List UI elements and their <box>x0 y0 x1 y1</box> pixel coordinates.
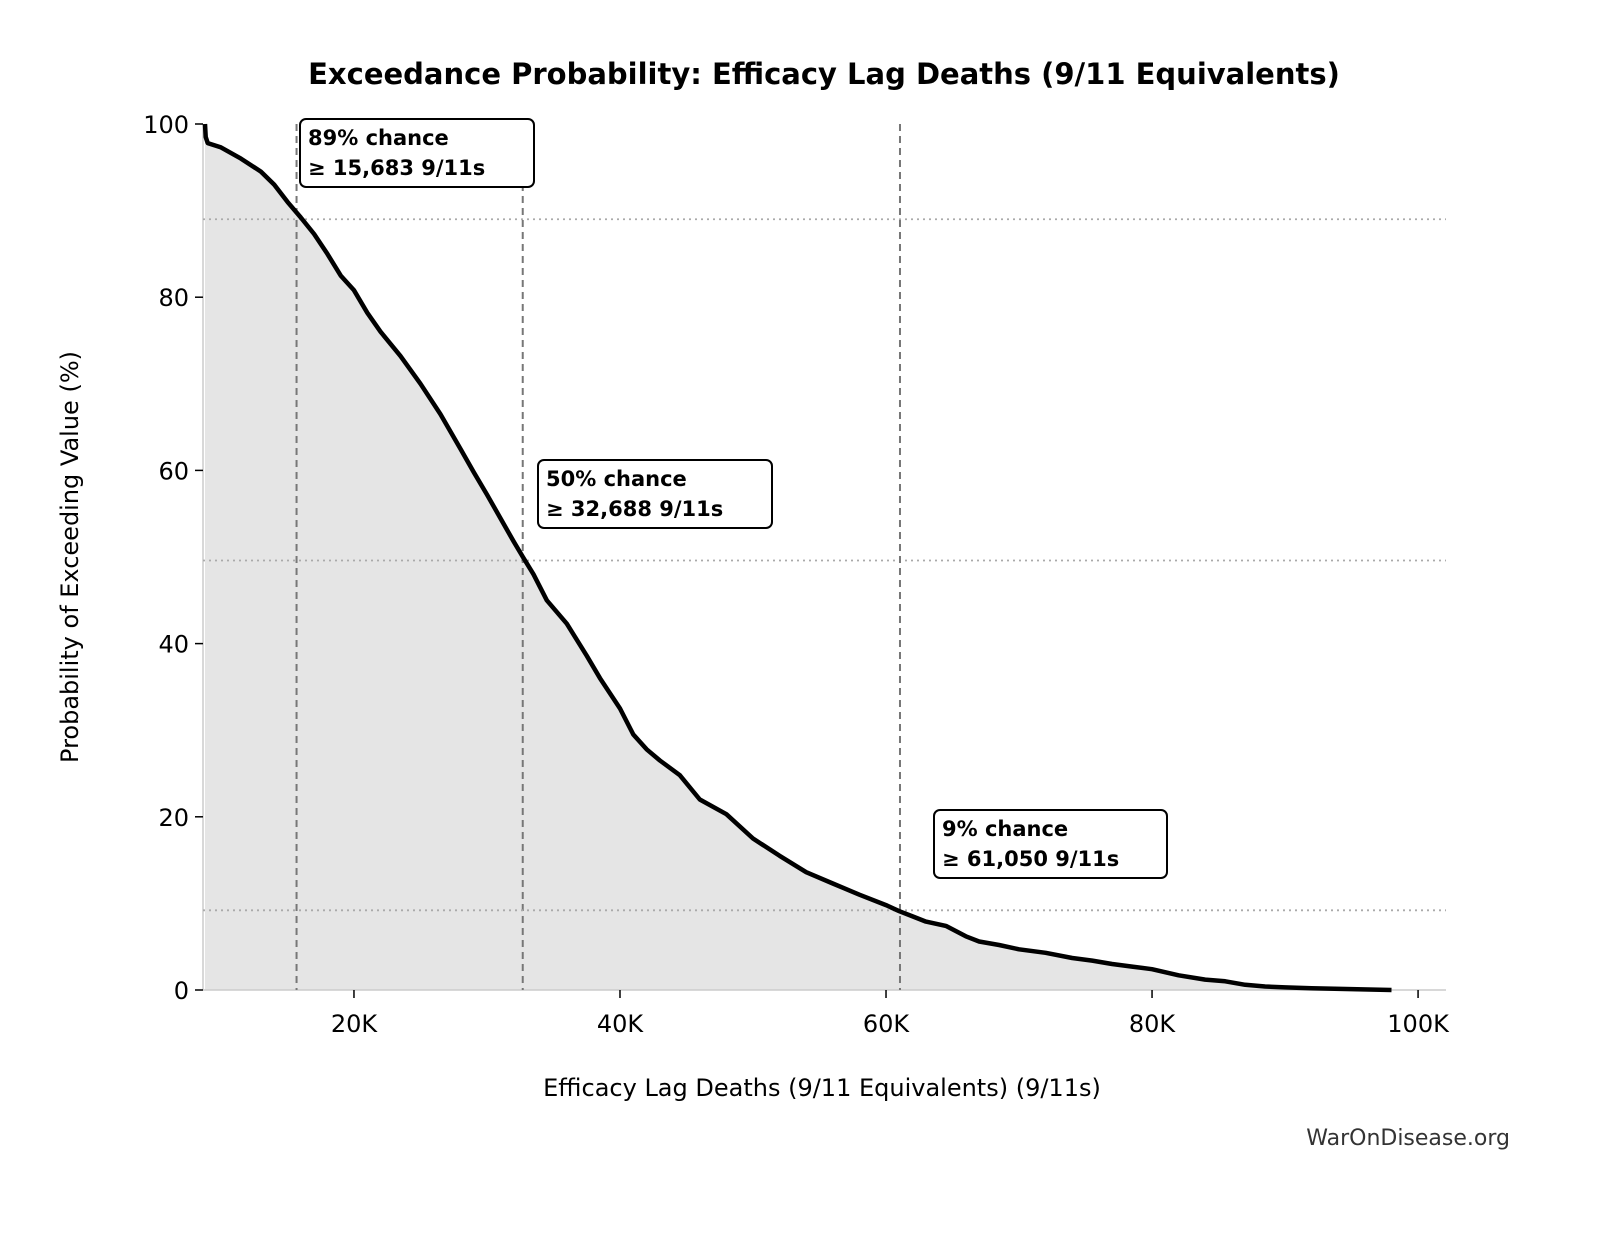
chart-title: Exceedance Probability: Efficacy Lag Dea… <box>308 57 1340 91</box>
y-tick-label: 80 <box>158 284 189 312</box>
annotation-box: 9% chance ≥ 61,050 9/11s <box>933 809 1168 879</box>
annotation-box: 50% chance ≥ 32,688 9/11s <box>537 459 773 529</box>
y-tick-label: 60 <box>158 457 189 485</box>
x-tick-label: 20K <box>331 1010 379 1038</box>
area-fill <box>204 124 1392 990</box>
annotation-line2: ≥ 32,688 9/11s <box>546 497 723 521</box>
x-tick-label: 40K <box>597 1010 645 1038</box>
annotation-frame <box>299 118 535 188</box>
annotation-box: 89% chance ≥ 15,683 9/11s <box>299 118 535 188</box>
y-tick-label: 0 <box>174 977 189 1005</box>
annotation-frame <box>933 809 1168 879</box>
annotation-line2: ≥ 15,683 9/11s <box>308 156 485 180</box>
y-axis-label: Probability of Exceeding Value (%) <box>56 351 84 763</box>
x-axis-label: Efficacy Lag Deaths (9/11 Equivalents) (… <box>543 1074 1101 1102</box>
annotation-line1: 50% chance <box>546 467 687 491</box>
y-tick-label: 20 <box>158 804 189 832</box>
y-tick-label: 100 <box>143 111 189 139</box>
annotation-line2: ≥ 61,050 9/11s <box>942 847 1119 871</box>
watermark: WarOnDisease.org <box>1306 1126 1510 1151</box>
x-tick-label: 80K <box>1129 1010 1177 1038</box>
x-tick-label: 60K <box>863 1010 911 1038</box>
annotation-line1: 89% chance <box>308 126 449 150</box>
y-tick-label: 40 <box>158 631 189 659</box>
annotation-line1: 9% chance <box>942 817 1068 841</box>
x-tick-label: 100K <box>1387 1010 1450 1038</box>
annotation-frame <box>537 459 773 529</box>
exceedance-curve <box>202 123 1392 993</box>
